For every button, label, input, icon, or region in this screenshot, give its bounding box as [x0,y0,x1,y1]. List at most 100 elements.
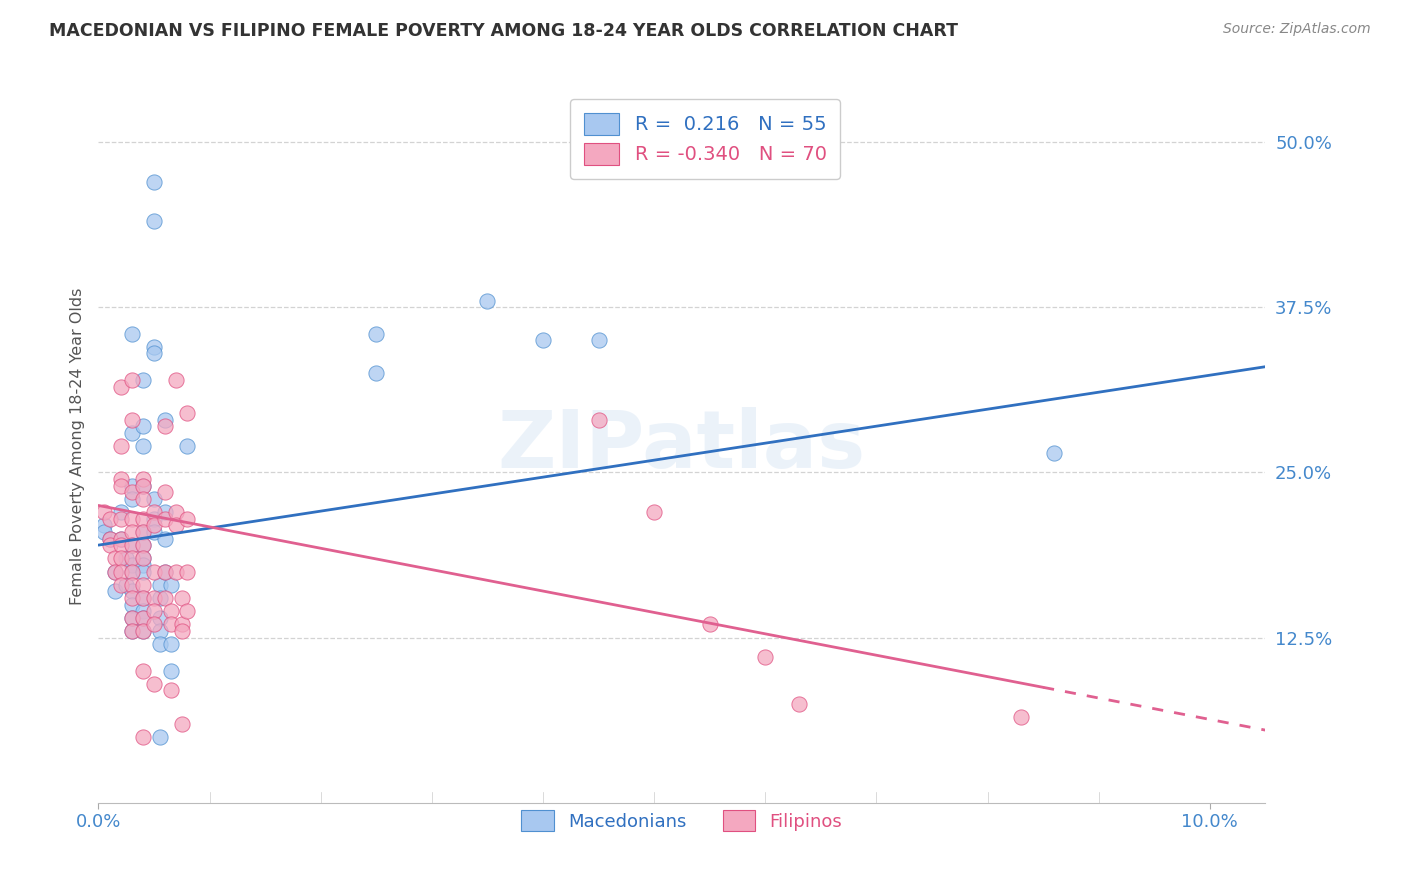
Point [121,578,143,592]
Point [143,617,166,632]
Point [176,439,198,453]
Y-axis label: Female Poverty Among 18-24 Year Olds: Female Poverty Among 18-24 Year Olds [69,287,84,605]
Point [165,518,187,533]
Point [121,373,143,387]
Point [110,472,132,486]
Point [98,532,121,546]
Point [176,511,198,525]
Point [132,565,155,579]
Point [754,650,776,665]
Point [115,578,138,592]
Point [98,532,121,546]
Point [143,505,166,519]
Point [176,406,198,420]
Point [165,373,187,387]
Point [93,518,115,533]
Point [588,333,610,347]
Point [132,624,155,638]
Point [132,664,155,678]
Point [699,617,721,632]
Point [159,664,181,678]
Point [143,175,166,189]
Point [153,505,176,519]
Point [143,340,166,354]
Point [153,532,176,546]
Point [143,518,166,533]
Point [643,505,665,519]
Point [110,565,132,579]
Point [170,591,193,605]
Point [132,511,155,525]
Point [121,565,143,579]
Point [143,524,166,539]
Point [110,511,132,525]
Point [153,485,176,500]
Point [153,591,176,605]
Point [121,538,143,552]
Point [170,617,193,632]
Text: MACEDONIAN VS FILIPINO FEMALE POVERTY AMONG 18-24 YEAR OLDS CORRELATION CHART: MACEDONIAN VS FILIPINO FEMALE POVERTY AM… [49,22,959,40]
Point [121,591,143,605]
Point [132,491,155,506]
Point [170,716,193,731]
Point [121,425,143,440]
Point [143,214,166,228]
Point [148,730,170,744]
Point [110,439,132,453]
Point [176,604,198,618]
Point [143,565,166,579]
Point [121,485,143,500]
Point [176,565,198,579]
Point [143,677,166,691]
Point [104,565,127,579]
Point [98,538,121,552]
Point [110,578,132,592]
Point [1043,445,1066,459]
Point [148,591,170,605]
Point [121,624,143,638]
Point [143,511,166,525]
Point [110,478,132,492]
Point [165,505,187,519]
Point [588,412,610,426]
Point [121,565,143,579]
Point [170,624,193,638]
Point [132,611,155,625]
Point [110,532,132,546]
Point [132,472,155,486]
Point [143,591,166,605]
Point [104,584,127,599]
Point [132,591,155,605]
Point [143,604,166,618]
Point [159,617,181,632]
Point [121,551,143,566]
Point [153,412,176,426]
Point [366,326,388,341]
Point [153,419,176,434]
Point [132,524,155,539]
Point [132,419,155,434]
Point [110,505,132,519]
Point [132,578,155,592]
Point [110,538,132,552]
Point [148,624,170,638]
Point [132,439,155,453]
Point [98,511,121,525]
Point [1010,710,1032,724]
Point [159,578,181,592]
Point [121,598,143,612]
Point [121,524,143,539]
Point [132,730,155,744]
Point [110,532,132,546]
Point [121,491,143,506]
Point [132,611,155,625]
Point [121,584,143,599]
Point [132,591,155,605]
Point [787,697,810,711]
Point [132,604,155,618]
Point [366,367,388,381]
Point [132,538,155,552]
Point [121,412,143,426]
Point [153,565,176,579]
Point [148,637,170,651]
